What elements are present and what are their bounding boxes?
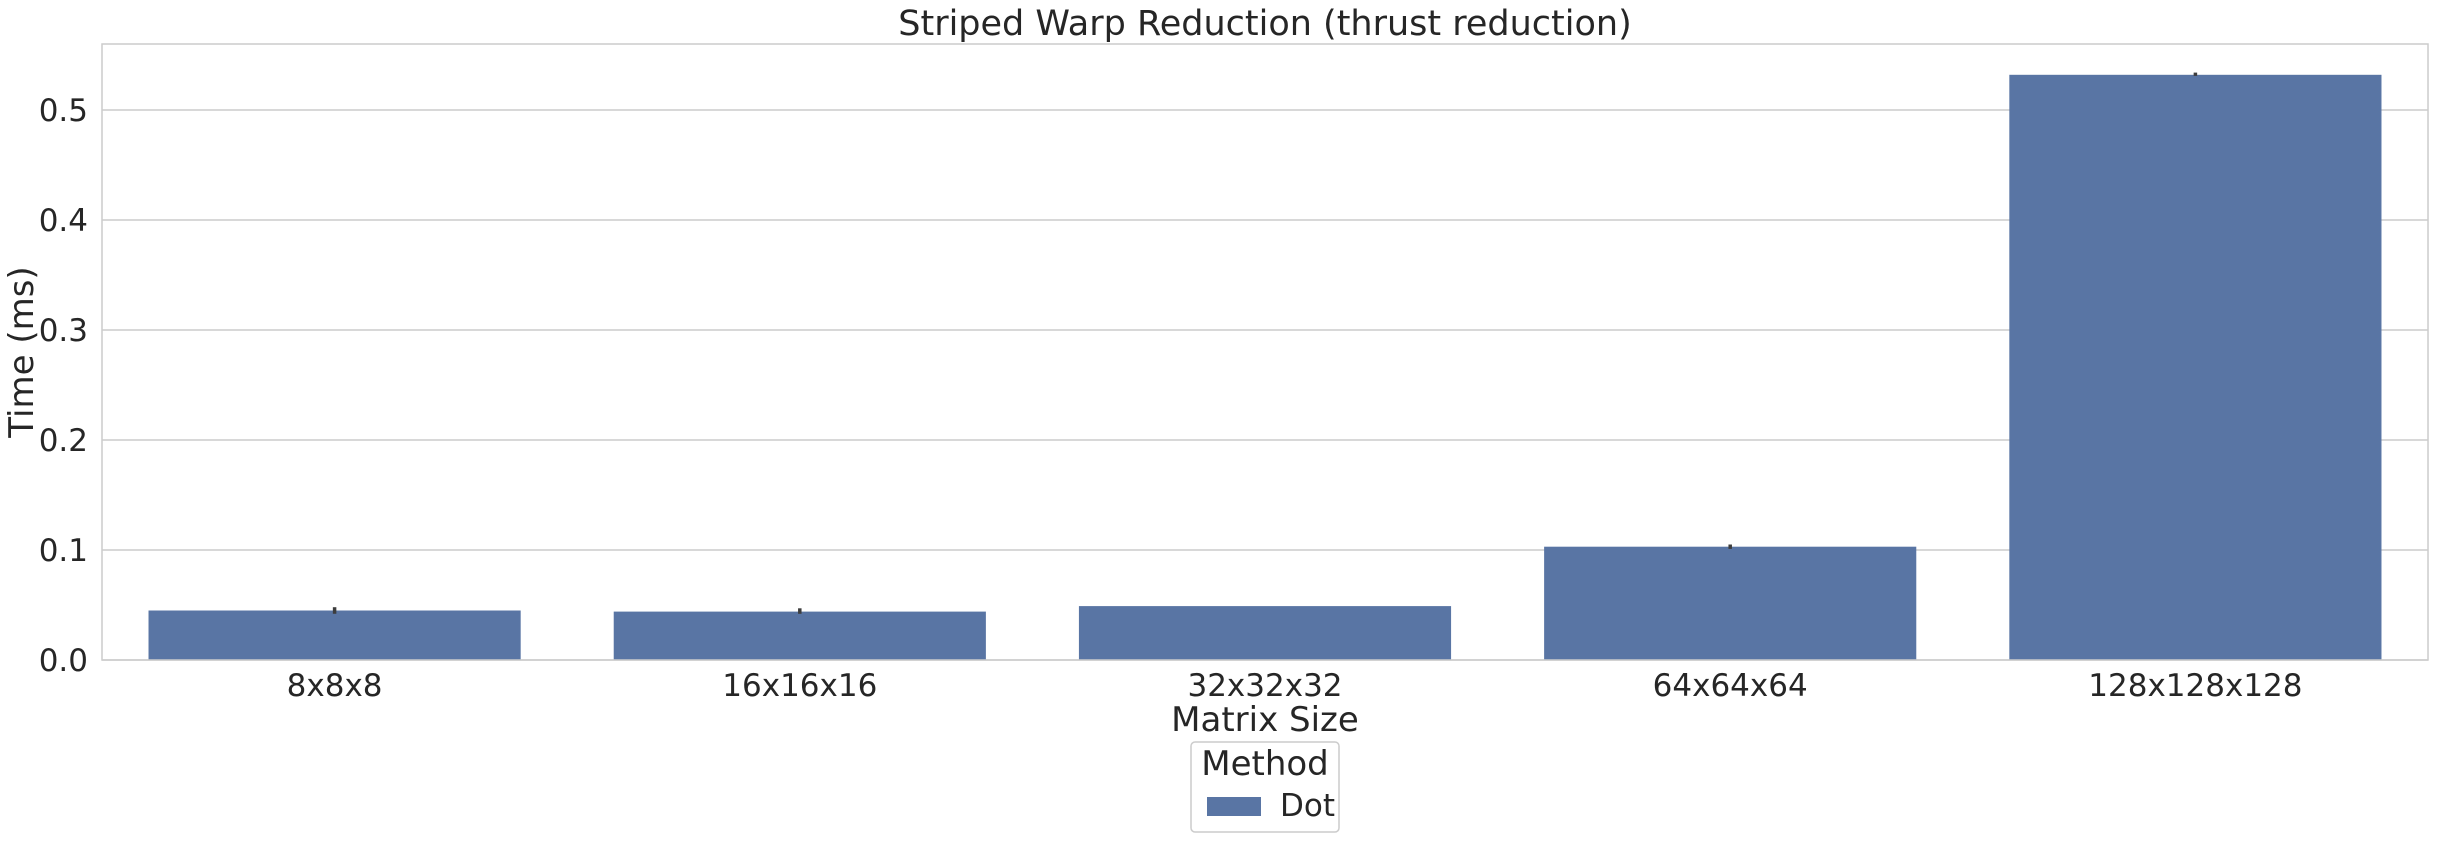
legend-title: Method <box>1201 744 1329 784</box>
plot-frame <box>101 43 2429 661</box>
bar-16x16x16 <box>613 611 986 660</box>
y-tick-labels: 0.0 0.1 0.2 0.3 0.4 0.5 <box>39 93 88 679</box>
y-tick-label: 0.4 <box>39 203 88 239</box>
y-tick-label: 0.1 <box>39 533 88 569</box>
x-tick-label: 128x128x128 <box>2088 668 2302 704</box>
y-tick-label: 0.5 <box>39 93 88 129</box>
legend: Method Dot <box>1190 741 1340 833</box>
error-bars-group <box>332 72 2198 614</box>
x-tick-labels: 8x8x8 16x16x16 32x32x32 64x64x64 128x128x128 <box>287 668 2303 704</box>
x-axis-label: Matrix Size <box>1171 700 1359 740</box>
y-tick-label: 0.0 <box>39 643 88 679</box>
legend-swatch-dot <box>1207 797 1261 816</box>
y-tick-label: 0.2 <box>39 423 88 459</box>
bar-32x32x32 <box>1078 606 1452 660</box>
y-tick-label: 0.3 <box>39 313 88 349</box>
bars-group <box>148 74 2382 661</box>
x-tick-label: 16x16x16 <box>722 668 877 704</box>
x-tick-label: 64x64x64 <box>1653 668 1808 704</box>
bar-8x8x8 <box>148 610 521 660</box>
bar-64x64x64 <box>1544 546 1917 660</box>
x-tick-label: 8x8x8 <box>287 668 383 704</box>
chart-title: Striped Warp Reduction (thrust reduction… <box>898 4 1632 44</box>
bar-128x128x128 <box>2009 74 2382 661</box>
y-axis-label: Time (ms) <box>2 266 42 438</box>
x-tick-label: 32x32x32 <box>1187 668 1342 704</box>
legend-label-dot: Dot <box>1280 788 1335 824</box>
